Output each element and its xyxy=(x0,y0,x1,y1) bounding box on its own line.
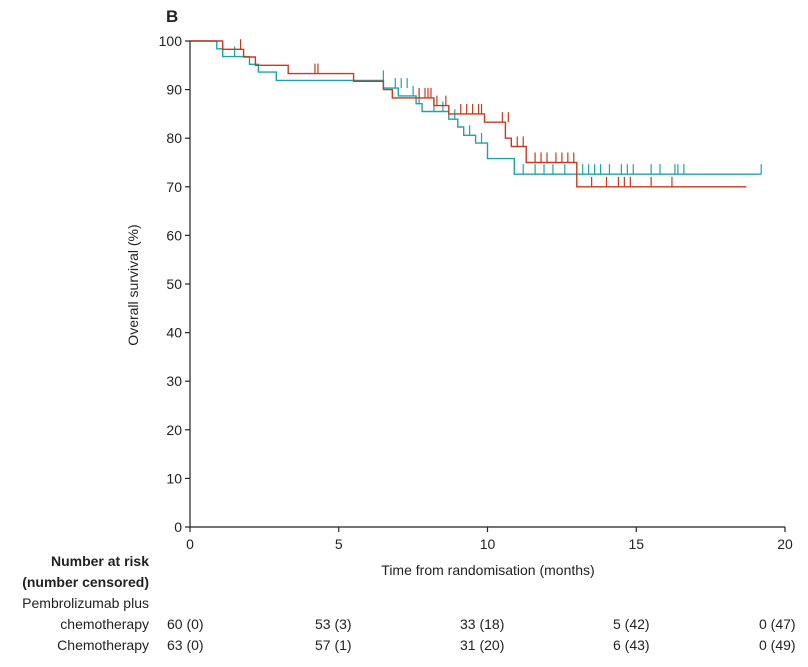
risk-value: 60 (0) xyxy=(167,616,204,632)
risk-value: 33 (18) xyxy=(460,616,505,632)
y-tick-label: 30 xyxy=(166,373,182,389)
plot-area xyxy=(190,39,762,188)
y-tick-label: 0 xyxy=(174,519,182,535)
y-tick-label: 90 xyxy=(166,82,182,98)
risk-value: 0 (47) xyxy=(759,616,796,632)
y-tick-label: 40 xyxy=(166,325,182,341)
risk-value: 57 (1) xyxy=(315,637,352,653)
y-tick-label: 60 xyxy=(166,227,182,243)
x-tick-label: 10 xyxy=(480,536,496,552)
y-tick-label: 80 xyxy=(166,130,182,146)
panel-label: B xyxy=(166,7,178,26)
x-axis-title: Time from randomisation (months) xyxy=(381,562,594,578)
risk-value: 6 (43) xyxy=(613,637,650,653)
risk-table-title: Number at risk xyxy=(50,553,149,569)
y-tick-label: 10 xyxy=(166,470,182,486)
x-tick-label: 15 xyxy=(628,536,644,552)
y-tick-label: 20 xyxy=(166,422,182,438)
x-tick-label: 20 xyxy=(777,536,793,552)
y-tick-label: 50 xyxy=(166,276,182,292)
risk-table-subtitle: (number censored) xyxy=(22,574,149,590)
x-tick-label: 0 xyxy=(186,536,194,552)
y-axis-title: Overall survival (%) xyxy=(125,224,141,345)
risk-row-label-pembro-line1: Pembrolizumab plus xyxy=(22,595,149,611)
risk-row-label-pembro-line2: chemotherapy xyxy=(60,616,149,632)
series-line-chemo xyxy=(190,40,762,175)
axes: 0 10 20 30 40 50 60 70 80 90 100 0 5 10 15 20 xyxy=(159,33,793,552)
risk-value: 63 (0) xyxy=(167,637,204,653)
risk-row-label-chemo: Chemotherapy xyxy=(57,637,149,653)
risk-value: 5 (42) xyxy=(613,616,650,632)
y-tick-label: 70 xyxy=(166,179,182,195)
risk-value: 53 (3) xyxy=(315,616,352,632)
risk-value: 0 (49) xyxy=(759,637,796,653)
y-tick-label: 100 xyxy=(159,33,183,49)
series-line-pembro xyxy=(190,40,747,188)
risk-value: 31 (20) xyxy=(460,637,505,653)
x-tick-label: 5 xyxy=(335,536,343,552)
